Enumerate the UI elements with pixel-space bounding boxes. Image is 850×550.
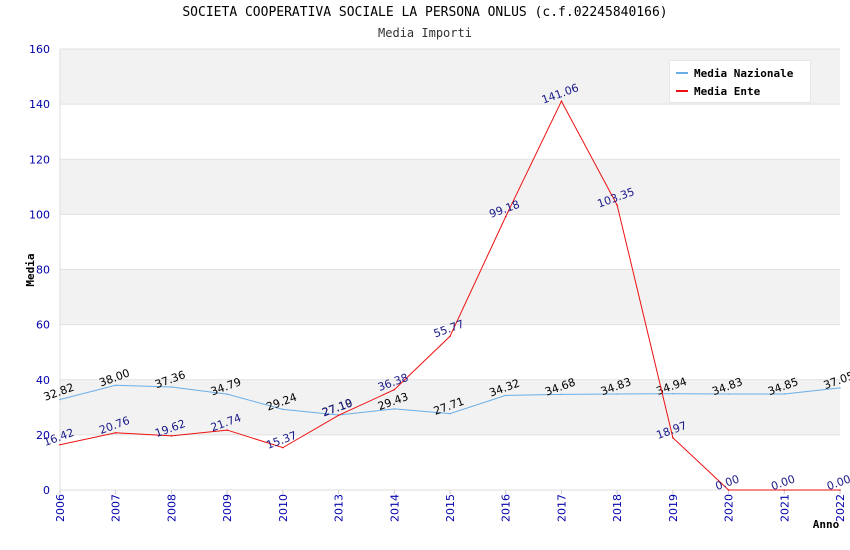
point-ente [282, 446, 284, 449]
legend-item-nazionale: Media Nazionale [676, 66, 793, 80]
point-nazionale [672, 392, 674, 395]
point-nazionale [170, 386, 173, 388]
grid-band [60, 104, 840, 160]
grid-band [60, 324, 840, 380]
grid-band [60, 214, 840, 270]
x-tick-label: 2016 [500, 494, 513, 522]
point-ente [839, 489, 841, 491]
x-tick-label: 2009 [221, 494, 234, 522]
y-tick-label: 80 [36, 264, 50, 277]
point-ente [114, 431, 117, 434]
point-nazionale [449, 412, 451, 415]
x-tick-label: 2018 [611, 494, 624, 522]
point-nazionale [727, 393, 730, 395]
point-ente [170, 435, 173, 437]
y-tick-label: 120 [29, 153, 50, 166]
x-tick-label: 2007 [110, 494, 123, 522]
point-nazionale [282, 408, 284, 411]
x-tick-label: 2010 [277, 494, 290, 522]
legend-label-nazionale: Media Nazionale [694, 66, 794, 80]
x-tick-label: 2022 [834, 494, 847, 522]
x-tick-label: 2014 [388, 494, 401, 522]
point-nazionale [839, 387, 841, 389]
point-ente [504, 215, 507, 218]
chart-title: SOCIETA COOPERATIVA SOCIALE LA PERSONA O… [182, 5, 668, 20]
x-axis-title: Anno [813, 518, 840, 531]
point-nazionale [504, 394, 507, 397]
grid-band [60, 434, 840, 490]
point-nazionale [226, 393, 228, 395]
y-tick-label: 20 [36, 429, 50, 442]
point-ente [337, 414, 340, 417]
x-tick-label: 2015 [444, 494, 457, 522]
point-ente [672, 436, 674, 439]
grid-band [60, 159, 840, 215]
x-tick-label: 2020 [723, 494, 736, 522]
point-nazionale [560, 393, 563, 396]
legend-swatch-nazionale [676, 72, 688, 74]
x-tick-label: 2019 [667, 494, 680, 522]
y-tick-label: 140 [29, 98, 50, 111]
chart-subtitle: Media Importi [378, 26, 472, 40]
x-tick-label: 2006 [54, 494, 67, 522]
x-tick-label: 2017 [555, 494, 568, 522]
point-nazionale [393, 408, 396, 410]
y-axis-title: Media [24, 253, 37, 286]
legend: Media Nazionale Media Ente [669, 60, 811, 103]
point-ente [560, 100, 563, 103]
legend-label-ente: Media Ente [694, 84, 761, 98]
point-ente [393, 388, 396, 391]
x-tick-label: 2008 [165, 494, 178, 522]
legend-swatch-ente [676, 90, 688, 92]
point-ente [727, 489, 730, 491]
point-ente [449, 335, 451, 338]
y-tick-label: 100 [29, 208, 50, 221]
point-ente [226, 429, 228, 431]
y-tick-label: 160 [29, 43, 50, 56]
point-nazionale [783, 393, 786, 395]
y-tick-label: 60 [36, 319, 50, 332]
y-tick-label: 0 [43, 484, 50, 497]
legend-item-ente: Media Ente [676, 84, 760, 98]
point-nazionale [59, 398, 61, 401]
point-ente [616, 204, 618, 206]
y-tick-label: 40 [36, 374, 50, 387]
point-ente [783, 489, 786, 491]
point-ente [59, 443, 61, 446]
point-nazionale [616, 393, 618, 395]
point-nazionale [114, 384, 117, 387]
x-tick-label: 2013 [333, 494, 346, 522]
grid-band [60, 269, 840, 325]
x-tick-label: 2021 [778, 494, 791, 522]
